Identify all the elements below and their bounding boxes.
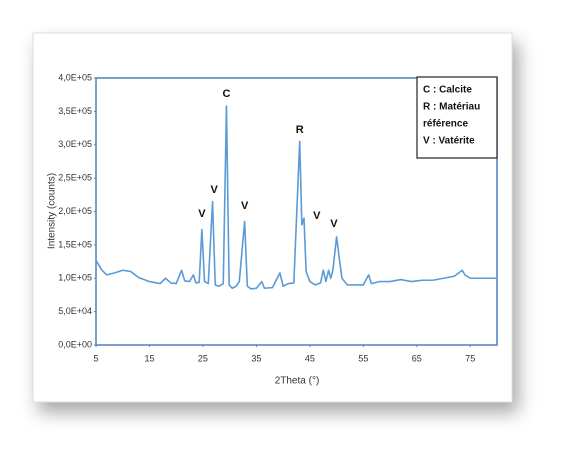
peak-annotation: V	[210, 184, 218, 196]
legend-text: V : Vatérite	[423, 136, 475, 147]
legend-text: C : Calcite	[423, 85, 472, 96]
y-axis-title: Intensity (counts)	[47, 173, 58, 249]
x-tick-label: 65	[412, 353, 422, 363]
y-tick-label: 3,0E+05	[58, 139, 92, 149]
x-tick-label: 45	[305, 353, 315, 363]
legend-text: référence	[423, 119, 468, 130]
y-tick-label: 2,0E+05	[58, 206, 92, 216]
y-tick-label: 1,0E+05	[58, 273, 92, 283]
peak-annotation: V	[241, 200, 249, 212]
y-tick-label: 0,0E+00	[58, 339, 92, 349]
y-tick-label: 4,0E+05	[58, 72, 92, 82]
x-axis-title: 2Theta (°)	[275, 376, 320, 387]
peak-annotation: V	[313, 210, 321, 222]
y-tick-label: 1,5E+05	[58, 239, 92, 249]
x-tick-label: 75	[465, 353, 475, 363]
data-line	[95, 105, 497, 290]
y-tick-label: 5,0E+04	[58, 306, 92, 316]
y-tick-label: 2,5E+05	[58, 173, 92, 183]
x-tick-label: 25	[198, 353, 208, 363]
peak-annotation: V	[198, 208, 206, 220]
x-tick-label: 5	[93, 353, 98, 363]
legend-text: R : Matériau	[423, 102, 480, 113]
peak-annotation: R	[296, 124, 304, 136]
peak-annotation: V	[330, 218, 338, 230]
x-tick-label: 15	[144, 353, 154, 363]
x-tick-label: 35	[251, 353, 261, 363]
x-tick-label: 55	[358, 353, 368, 363]
y-tick-label: 3,5E+05	[58, 106, 92, 116]
peak-annotation: C	[222, 88, 230, 100]
legend-box	[416, 76, 498, 159]
